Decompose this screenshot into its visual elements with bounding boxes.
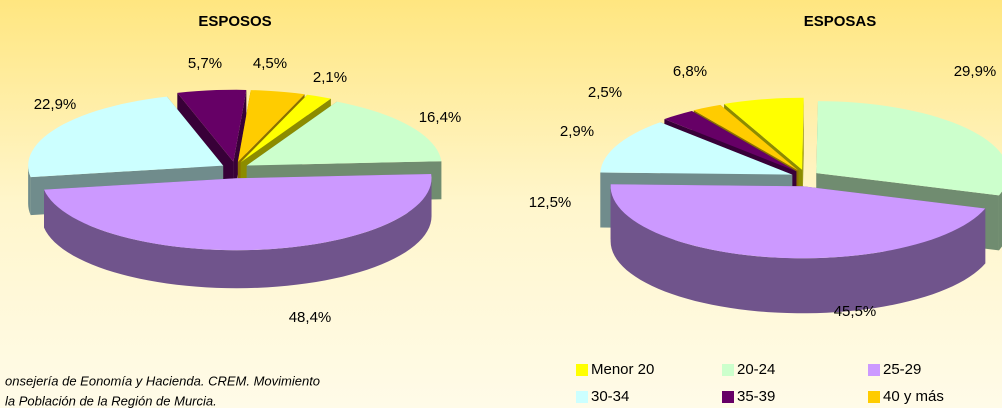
slice: [724, 97, 804, 170]
slice-side: [44, 178, 432, 289]
data-label: 12,5%: [529, 194, 572, 211]
data-label: 5,7%: [188, 55, 222, 72]
slice-side: [998, 191, 1002, 251]
source-note: onsejería de Eonomía y Hacienda. CREM. M…: [5, 373, 320, 388]
slice: [237, 90, 305, 162]
data-label: 16,4%: [419, 109, 462, 126]
slice: [816, 101, 1002, 196]
chart-title: ESPOSAS: [804, 13, 877, 30]
data-label: 2,5%: [588, 84, 622, 101]
slice: [664, 111, 797, 172]
slice-side: [610, 186, 986, 314]
legend-swatch: [722, 391, 734, 403]
data-label: 2,9%: [560, 123, 594, 140]
legend-label: 30-34: [591, 388, 629, 405]
slice: [28, 96, 224, 178]
slice: [693, 104, 799, 171]
slice: [44, 173, 432, 251]
legend-swatch: [722, 364, 734, 376]
data-label: 45,5%: [834, 303, 877, 320]
data-label: 4,5%: [253, 55, 287, 72]
legend-swatch: [576, 391, 588, 403]
slice-wall: [233, 89, 247, 200]
data-label: 2,1%: [313, 69, 347, 86]
legend-label: Menor 20: [591, 361, 654, 378]
slice: [177, 89, 247, 162]
source-note: la Población de la Región de Murcia.: [5, 393, 217, 408]
legend-label: 25-29: [883, 361, 921, 378]
data-label: 22,9%: [34, 96, 77, 113]
legend-label: 35-39: [737, 388, 775, 405]
slice: [240, 94, 331, 163]
chart-title: ESPOSOS: [198, 13, 271, 30]
slice: [600, 122, 793, 175]
data-label: 48,4%: [289, 309, 332, 326]
data-label: 6,8%: [673, 63, 707, 80]
legend-label: 40 y más: [883, 388, 944, 405]
legend-label: 20-24: [737, 361, 775, 378]
legend-swatch: [576, 364, 588, 376]
legend-swatch: [868, 391, 880, 403]
legend-swatch: [868, 364, 880, 376]
slice: [246, 101, 442, 166]
slice: [610, 184, 986, 259]
data-label: 29,9%: [954, 63, 997, 80]
slice-side: [28, 165, 31, 216]
